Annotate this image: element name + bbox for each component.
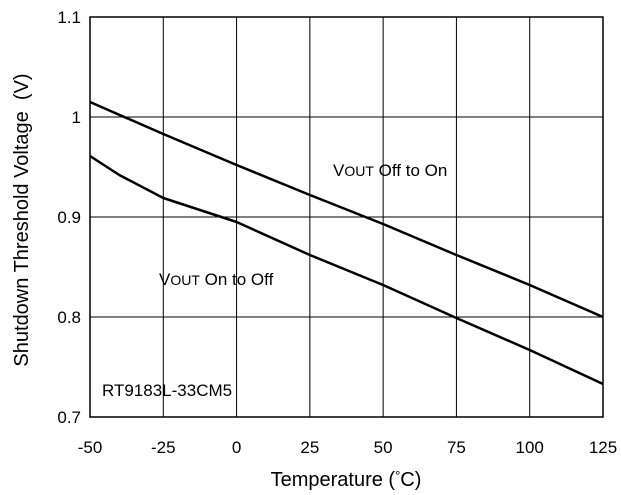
grid-layer [89,16,604,418]
annotation-on-to-off-sub: OUT [170,272,200,288]
annotation-on-to-off: VOUT On to Off [159,270,274,289]
x-axis-label-unit: C) [400,469,421,491]
series-line-vout-off-to-on [89,100,604,319]
x-tick-label: -50 [78,438,103,457]
series-line-vout-on-to-off [89,154,604,386]
x-axis-label-degree: ° [395,468,400,483]
annotation-off-to-on: VOUT Off to On [333,161,447,180]
annotation-off-to-on-rest: Off to On [374,161,447,180]
x-tick-label: 50 [374,438,393,457]
x-tick-label: 100 [516,438,544,457]
x-tick-label: -25 [151,438,176,457]
x-tick-label: 125 [589,438,617,457]
series-layer [89,100,604,386]
x-tick-label: 0 [232,438,241,457]
x-axis-label: Temperature (°C) [271,468,422,491]
x-tick-label: 25 [300,438,319,457]
y-tick-label: 0.7 [57,408,81,427]
y-tick-label: 1.1 [57,8,81,27]
x-axis-label-text: Temperature ( [271,469,396,491]
x-tick-label: 75 [447,438,466,457]
annotation-off-to-on-v: V [333,161,345,180]
plot-frame [89,16,604,418]
y-tick-label: 1 [72,108,81,127]
annotation-off-to-on-sub: OUT [344,163,374,179]
tick-label-layer: -50 -25 0 25 50 75 100 125 0.7 0.8 0.9 1 1.1 [57,8,617,457]
annotation-on-to-off-v: V [159,270,171,289]
y-tick-label: 0.8 [57,308,81,327]
y-tick-label: 0.9 [57,208,81,227]
y-axis-label: Shutdown Threshold Voltage (V) [11,73,33,366]
annotation-part-number: RT9183L-33CM5 [102,381,232,400]
annotation-on-to-off-rest: On to Off [200,270,274,289]
